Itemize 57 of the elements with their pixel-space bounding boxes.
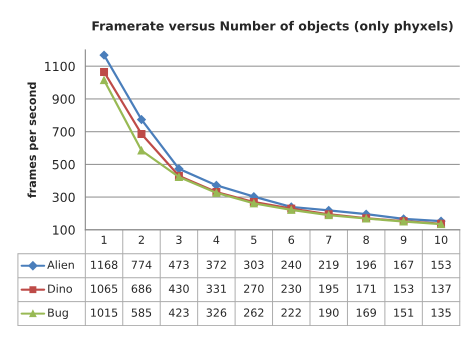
x-tick-label: 1 — [102, 236, 107, 244]
data-label: 686 — [132, 284, 152, 293]
x-tick-label: 4 — [213, 236, 220, 244]
data-label: 585 — [132, 308, 152, 317]
data-label: 169 — [356, 308, 376, 317]
data-label: 423 — [168, 308, 189, 317]
y-tick-label: 700 — [52, 127, 75, 137]
legend-label: Bug — [48, 308, 68, 319]
data-label: 1015 — [91, 308, 118, 317]
data-label: 137 — [432, 284, 451, 293]
data-label: 190 — [319, 308, 339, 317]
x-tick-label: 6 — [288, 236, 294, 244]
x-tick-label: 2 — [138, 236, 144, 244]
x-tick-label: 3 — [176, 236, 182, 244]
data-label: 196 — [356, 260, 376, 269]
data-label: 151 — [394, 308, 414, 317]
point — [137, 115, 146, 124]
y-tick-label: 900 — [52, 94, 75, 104]
y-tick-label: 500 — [52, 160, 75, 170]
data-label: 326 — [206, 308, 226, 317]
data-label: 1065 — [91, 284, 118, 293]
x-tick-label: 9 — [400, 236, 406, 244]
y-tick-label: 300 — [52, 192, 75, 202]
data-label: 240 — [281, 260, 302, 269]
point — [100, 76, 108, 84]
data-label: 430 — [168, 284, 189, 293]
y-tick-label: 1100 — [45, 62, 75, 72]
data-label: 153 — [432, 260, 451, 269]
data-label: 372 — [206, 260, 226, 269]
y-axis-title: frames per second — [27, 82, 38, 198]
data-label: 167 — [394, 260, 414, 269]
x-tick-label: 10 — [435, 236, 448, 244]
point — [137, 146, 146, 154]
chart-title: Framerate versus Number of objects (only phyxels) — [92, 20, 453, 34]
data-label: 262 — [244, 308, 264, 317]
data-label: 230 — [281, 284, 302, 293]
point — [137, 130, 146, 138]
legend-label: Dino — [48, 284, 72, 293]
data-label: 1168 — [91, 260, 118, 269]
data-label: 135 — [432, 308, 451, 317]
point — [100, 68, 108, 76]
legend-label: Alien — [47, 260, 74, 269]
point — [100, 50, 108, 60]
data-label: 195 — [319, 284, 338, 293]
data-label: 303 — [244, 260, 264, 269]
y-tick-label: 100 — [53, 225, 75, 235]
data-label: 153 — [394, 284, 414, 293]
x-tick-label: 7 — [326, 236, 332, 244]
data-label: 331 — [206, 284, 226, 293]
x-tick-label: 5 — [251, 236, 256, 244]
x-tick-label: 8 — [363, 236, 369, 244]
data-label: 473 — [168, 260, 189, 269]
data-label: 774 — [132, 260, 152, 269]
data-label: 222 — [281, 308, 301, 317]
data-label: 171 — [356, 284, 376, 293]
data-label: 219 — [318, 260, 339, 269]
data-label: 270 — [244, 284, 264, 293]
